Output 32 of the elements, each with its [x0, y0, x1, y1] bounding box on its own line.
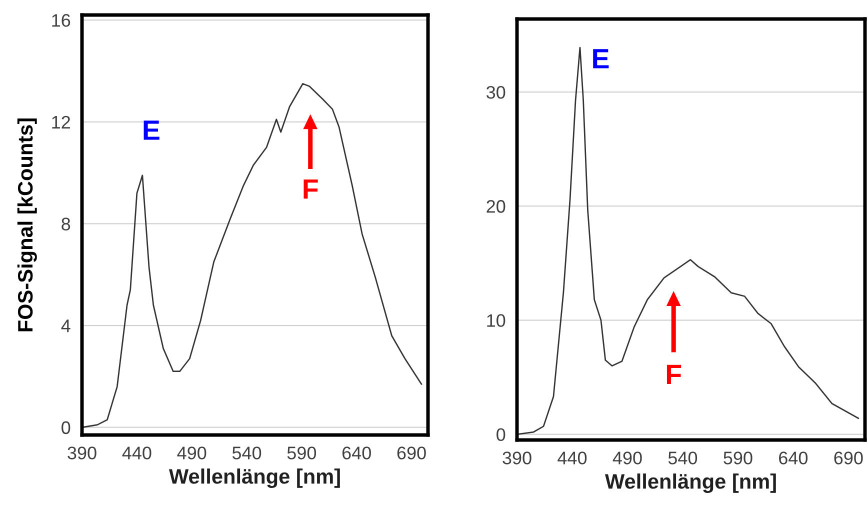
x-tick-label: 540 — [668, 452, 698, 464]
annotation: F — [666, 364, 682, 384]
x-tick-label: 440 — [122, 446, 152, 460]
x-tick-label: 640 — [779, 452, 808, 464]
x-tick-label: 690 — [834, 452, 863, 464]
y-tick-label: 20 — [486, 200, 506, 213]
x-tick-label: 490 — [177, 446, 206, 460]
x-tick-label: 590 — [724, 452, 752, 464]
y-tick-label: 8 — [62, 218, 70, 230]
x-tick-label: 640 — [342, 446, 371, 460]
line-series — [82, 83, 422, 428]
x-axis-title: Wellenlänge [nm] — [604, 474, 776, 494]
line-series — [517, 46, 860, 435]
y-tick-label: 30 — [486, 86, 506, 99]
x-tick-label: 440 — [558, 452, 587, 464]
annotation: F — [304, 179, 318, 199]
annotation: E — [144, 120, 160, 140]
x-tick-label: 590 — [287, 446, 316, 460]
x-tick-label: 490 — [612, 452, 642, 464]
y-tick-label: 0 — [62, 421, 70, 434]
y-tick-label: 12 — [52, 116, 70, 128]
annotation: E — [593, 49, 609, 68]
y-axis-title: FOS-Signal [kCounts] — [17, 118, 37, 332]
x-tick-label: 390 — [502, 452, 532, 464]
y-tick-label: 16 — [52, 14, 70, 27]
x-tick-label: 540 — [232, 446, 262, 460]
x-tick-label: 690 — [397, 446, 426, 460]
y-tick-label: 4 — [61, 320, 70, 332]
y-tick-label: 10 — [487, 314, 506, 327]
y-tick-label: 0 — [496, 428, 506, 442]
x-tick-label: 390 — [68, 446, 96, 460]
x-axis-title: Wellenlänge [nm] — [168, 468, 340, 488]
